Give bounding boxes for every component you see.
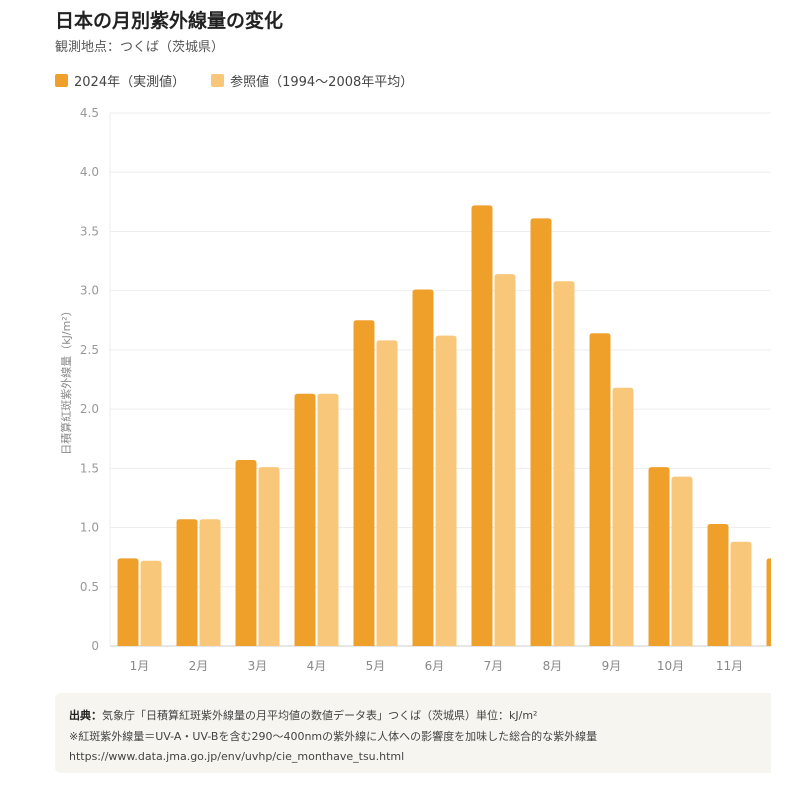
bar-reference (376, 340, 398, 646)
x-tick-label: 3月 (248, 659, 268, 673)
bar-actual (235, 460, 257, 646)
bar-reference (258, 467, 280, 646)
bar-actual (412, 289, 434, 646)
y-tick-label: 4.0 (80, 165, 99, 179)
source-footer: 出典：気象庁「日積算紅斑紫外線量の月平均値の数値データ表」つくば（茨城県）単位：… (55, 693, 771, 773)
bar-reference (730, 541, 752, 646)
x-tick-label: 11月 (716, 659, 743, 673)
legend-swatch-reference (211, 74, 225, 87)
bar-reference (612, 387, 634, 646)
bar-reference (553, 281, 575, 646)
y-tick-label: 2.0 (80, 402, 99, 416)
y-axis-label: 日積算紅斑紫外線量（kJ/m²） (60, 305, 73, 455)
x-tick-label: 6月 (425, 659, 445, 673)
legend: 2024年（実測値） 参照値（1994〜2008年平均） (55, 71, 413, 90)
bar-actual (353, 320, 375, 646)
footnote: ※紅斑紫外線量＝UV-A・UV-Bを含む290〜400nmの紫外線に人体への影響… (69, 730, 598, 743)
source-text: 気象庁「日積算紅斑紫外線量の月平均値の数値データ表」つくば（茨城県）単位：kJ/… (102, 709, 538, 722)
bar-actual (294, 393, 316, 646)
legend-item-actual[interactable]: 2024年（実測値） (55, 71, 185, 90)
bar-reference (435, 335, 457, 646)
x-tick-label: 7月 (484, 659, 504, 673)
legend-item-reference[interactable]: 参照値（1994〜2008年平均） (211, 71, 413, 90)
legend-swatch-actual (55, 74, 68, 87)
page-subtitle: 観測地点：つくば（茨城県） (55, 40, 225, 55)
bar-reference (317, 393, 339, 646)
y-tick-label: 0.5 (80, 580, 99, 594)
page-title: 日本の月別紫外線量の変化 (55, 10, 284, 32)
y-tick-label: 4.5 (80, 106, 99, 120)
x-tick-label: 5月 (366, 659, 386, 673)
x-tick-label: 4月 (307, 659, 327, 673)
bar-actual (176, 519, 198, 646)
x-tick-label: 9月 (602, 659, 622, 673)
y-tick-label: 3.5 (80, 224, 99, 238)
bar-chart: 0 0.5 1.0 1.5 2.0 2.5 3.0 3.5 4.0 4.5 1月 2月 3月 4月 5月 6月… (80, 106, 771, 673)
y-tick-label: 0 (91, 639, 99, 653)
y-tick-label: 3.0 (80, 284, 99, 298)
source-label: 出典： (69, 709, 102, 722)
y-tick-label: 1.0 (80, 521, 99, 535)
bar-actual (648, 467, 670, 646)
bar-actual (530, 218, 552, 646)
bar-actual (589, 333, 611, 646)
y-tick-label: 2.5 (80, 343, 99, 357)
bar-actual (471, 205, 493, 646)
bar-reference (199, 519, 221, 646)
x-tick-label: 2月 (189, 659, 209, 673)
legend-label: 2024年（実測値） (74, 75, 186, 90)
chart-area: 0 0.5 1.0 1.5 2.0 2.5 3.0 3.5 4.0 4.5 1月 2月 3月 4月 5月 6月… (0, 100, 771, 680)
source-url[interactable]: https://www.data.jma.go.jp/env/uvhp/cie_… (69, 750, 405, 763)
bar-reference (671, 476, 693, 646)
bar-actual (117, 558, 139, 646)
y-tick-label: 1.5 (80, 461, 99, 475)
x-tick-label: 8月 (543, 659, 563, 673)
x-tick-label: 1月 (130, 659, 150, 673)
bar-actual (766, 558, 771, 646)
bar-reference (140, 560, 162, 646)
bar-actual (707, 524, 729, 646)
x-tick-label: 10月 (657, 659, 684, 673)
legend-label: 参照値（1994〜2008年平均） (230, 75, 414, 90)
bar-reference (494, 274, 516, 646)
